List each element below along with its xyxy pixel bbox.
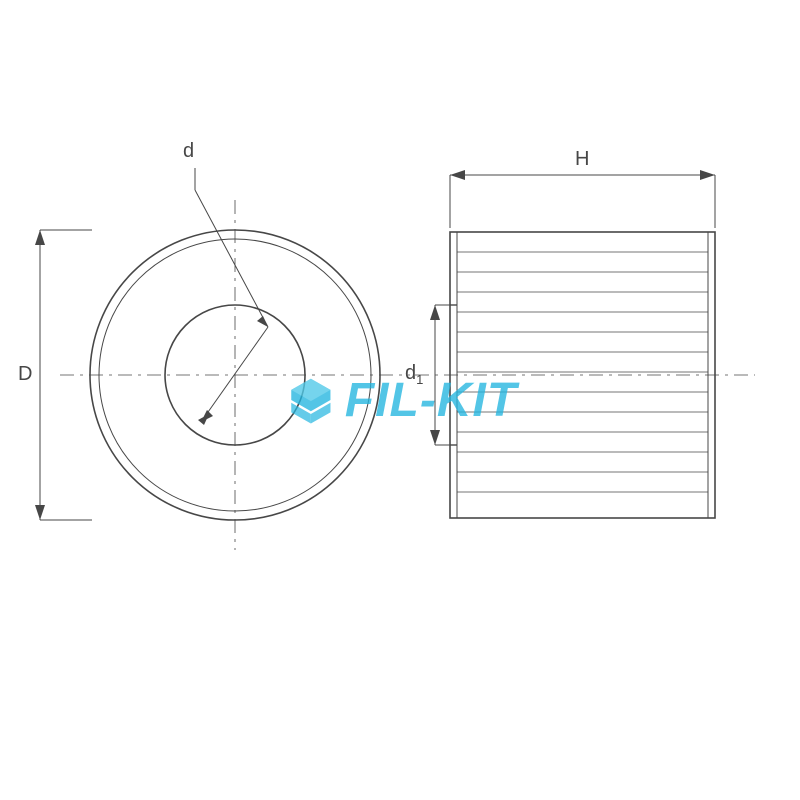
diagram-canvas: d D H d1 FIL-KIT bbox=[0, 0, 800, 800]
dim-d-leader bbox=[195, 168, 268, 425]
front-view bbox=[0, 120, 420, 740]
label-d1-sub: 1 bbox=[416, 372, 423, 387]
label-d1-main: d bbox=[405, 362, 416, 384]
side-view bbox=[415, 120, 785, 740]
dim-H bbox=[450, 170, 715, 228]
label-d: d bbox=[183, 140, 194, 163]
label-D: D bbox=[18, 363, 32, 386]
pleats bbox=[457, 252, 708, 492]
label-H: H bbox=[575, 148, 589, 171]
centerlines-front bbox=[60, 200, 410, 550]
label-d1: d1 bbox=[405, 362, 423, 387]
